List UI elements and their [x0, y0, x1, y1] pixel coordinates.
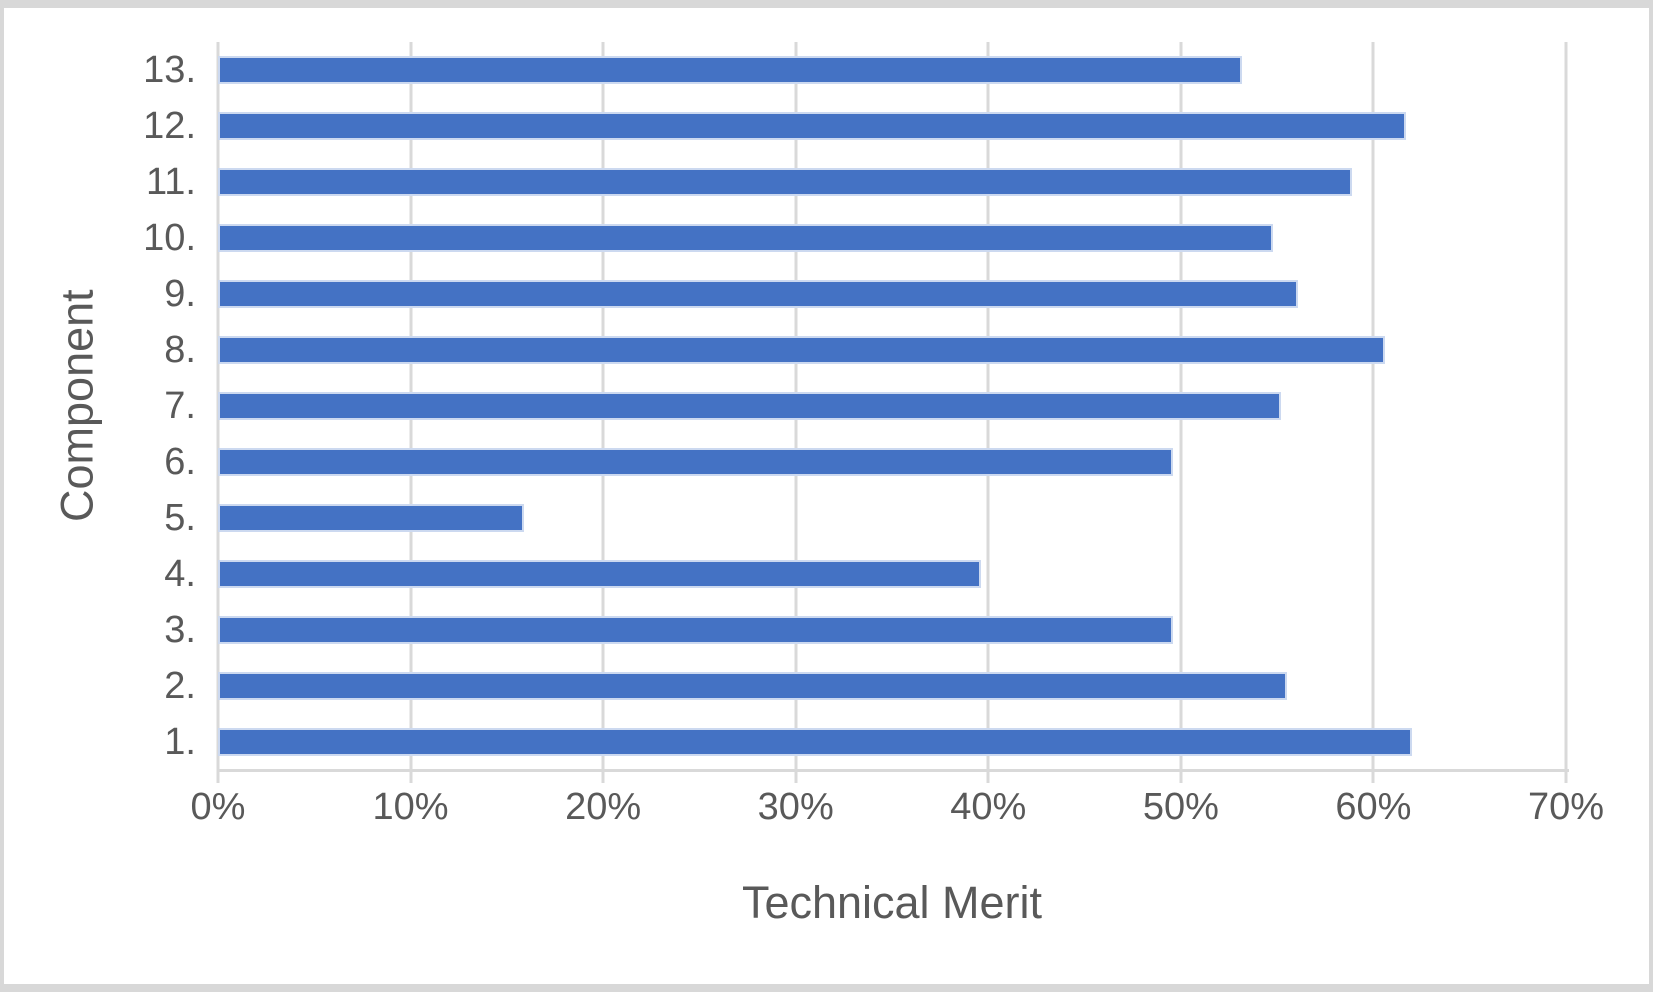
- bar: [218, 280, 1299, 308]
- category-label: 9.: [164, 273, 196, 315]
- x-tick-label: 20%: [565, 786, 642, 828]
- bar: [218, 672, 1287, 700]
- category-label: 6.: [164, 441, 196, 483]
- bar-row: [218, 42, 1566, 98]
- category-label: 1.: [164, 721, 196, 763]
- bar: [218, 392, 1281, 420]
- x-tick-label: 70%: [1527, 786, 1605, 828]
- bar: [218, 224, 1274, 252]
- bar: [218, 168, 1353, 196]
- bar-row: [218, 602, 1566, 658]
- bar-row: [218, 714, 1566, 770]
- bar: [218, 616, 1174, 644]
- bar-row: [218, 154, 1566, 210]
- bar: [218, 56, 1243, 84]
- category-label: 8.: [164, 329, 196, 371]
- x-tick-label: 0%: [190, 786, 246, 828]
- bar-row: [218, 490, 1566, 546]
- x-axis-title: Technical Merit: [741, 877, 1043, 928]
- bar-row: [218, 322, 1566, 378]
- bar-row: [218, 546, 1566, 602]
- category-label: 12.: [143, 105, 196, 147]
- bar-row: [218, 210, 1566, 266]
- category-label: 10.: [143, 217, 196, 259]
- category-label: 4.: [164, 553, 196, 595]
- bar-row: [218, 378, 1566, 434]
- x-axis-line: [218, 769, 1569, 772]
- category-label: 5.: [164, 497, 196, 539]
- category-label: 3.: [164, 609, 196, 651]
- bar-row: [218, 658, 1566, 714]
- bar: [218, 112, 1407, 140]
- x-axis-tick-labels: 0% 10% 20% 30% 40% 50% 60% 70%: [191, 786, 1604, 836]
- bar-row: [218, 434, 1566, 490]
- bar-row: [218, 266, 1566, 322]
- bar: [218, 560, 981, 588]
- y-axis-category-labels: 13. 12. 11. 10. 9. 8. 7. 6. 5. 4. 3. 2. 1.: [0, 42, 196, 770]
- plot-area: [216, 42, 1568, 783]
- x-tick-label: 10%: [372, 786, 449, 828]
- bar: [218, 448, 1174, 476]
- bar: [218, 336, 1385, 364]
- bar: [218, 504, 525, 532]
- gridline: [1564, 42, 1568, 783]
- category-label: 7.: [164, 385, 196, 427]
- category-label: 11.: [145, 161, 196, 203]
- category-label: 13.: [143, 49, 196, 91]
- bar-series: [218, 42, 1566, 770]
- bar: [218, 728, 1412, 756]
- x-tick-label: 60%: [1335, 786, 1412, 828]
- category-label: 2.: [164, 665, 196, 707]
- x-tick-label: 50%: [1142, 786, 1219, 828]
- x-tick-label: 30%: [757, 786, 834, 828]
- x-tick-label: 40%: [950, 786, 1027, 828]
- gridline: [1371, 42, 1375, 783]
- bar-row: [218, 98, 1566, 154]
